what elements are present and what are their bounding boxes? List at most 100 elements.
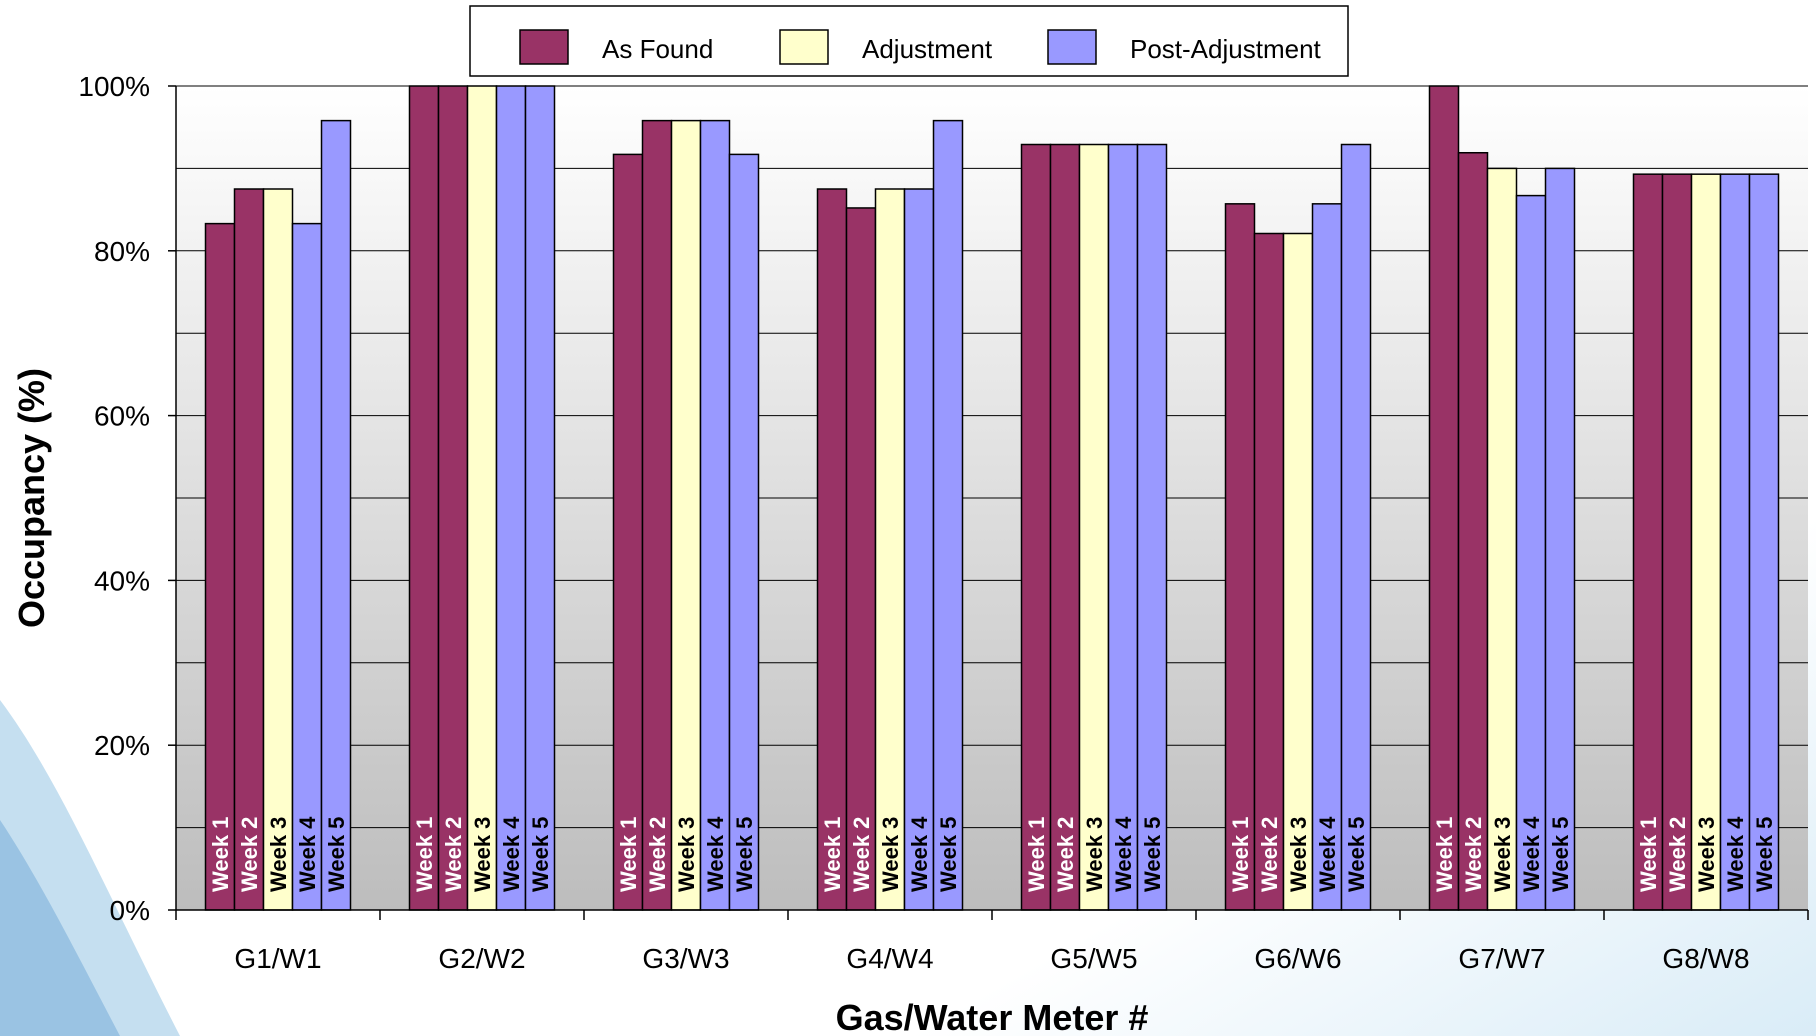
bar <box>1136 143 1168 911</box>
bar-label: Week 1 <box>1228 817 1253 892</box>
legend-swatch <box>519 29 569 65</box>
bar <box>932 119 964 911</box>
bar-group-g1-w1: Week 1 Week 2 Week 3 Week 4 Week 5 <box>204 119 352 911</box>
bar-label: Week 5 <box>324 817 349 892</box>
bar-label: Week 3 <box>1694 817 1719 892</box>
bar <box>1078 143 1110 911</box>
bar <box>1457 151 1489 911</box>
bar <box>1486 167 1518 911</box>
bar-label: Week 5 <box>1752 817 1777 892</box>
bar-label: Week 5 <box>1548 817 1573 892</box>
x-category-label: G6/W6 <box>1254 943 1341 974</box>
y-axis-title: Occupancy (%) <box>11 368 52 628</box>
bar-label: Week 3 <box>266 817 291 892</box>
bar-label: Week 2 <box>1257 817 1282 892</box>
bar <box>728 153 760 911</box>
y-tick-label: 60% <box>94 401 150 432</box>
bar <box>1020 143 1052 911</box>
bar <box>1340 143 1372 911</box>
bar-group-g7-w7: Week 1 Week 2 Week 3 Week 4 Week 5 <box>1428 85 1576 911</box>
bar-group-g6-w6: Week 1 Week 2 Week 3 Week 4 Week 5 <box>1224 143 1372 911</box>
bar-label: Week 5 <box>936 817 961 892</box>
bar-label: Week 3 <box>470 817 495 892</box>
bar <box>612 153 644 911</box>
bar <box>641 119 673 911</box>
bar <box>845 207 877 911</box>
bar <box>1632 173 1664 911</box>
bar-label: Week 1 <box>820 817 845 892</box>
legend-label: Adjustment <box>862 34 993 64</box>
legend-label: Post-Adjustment <box>1130 34 1322 64</box>
bar <box>1224 203 1256 911</box>
x-axis-title: Gas/Water Meter # <box>836 997 1149 1036</box>
bar-label: Week 1 <box>1636 817 1661 892</box>
bar-label: Week 1 <box>1432 817 1457 892</box>
bar <box>524 85 556 911</box>
bar <box>233 188 265 911</box>
y-tick-label: 40% <box>94 565 150 596</box>
bar <box>816 188 848 911</box>
bar-label: Week 4 <box>907 816 932 892</box>
bar-group-g4-w4: Week 1 Week 2 Week 3 Week 4 Week 5 <box>816 119 964 911</box>
bar-label: Week 2 <box>441 817 466 892</box>
legend-swatch <box>1047 29 1097 65</box>
bar-label: Week 5 <box>528 817 553 892</box>
axes <box>168 85 1809 920</box>
bar <box>1253 232 1285 911</box>
y-tick-label: 80% <box>94 236 150 267</box>
bar <box>1719 173 1751 911</box>
bar <box>1515 194 1547 911</box>
bar <box>699 119 731 911</box>
x-category-labels: G1/W1 G2/W2 G3/W3 G4/W4 G5/W5 G6/W6 G7/W7 G8/W8 <box>234 943 1749 974</box>
bar-label: Week 2 <box>1665 817 1690 892</box>
bar-label: Week 2 <box>1461 817 1486 892</box>
bar-label: Week 3 <box>674 817 699 892</box>
x-category-label: G7/W7 <box>1458 943 1545 974</box>
bar-label: Week 4 <box>499 816 524 892</box>
x-category-label: G8/W8 <box>1662 943 1749 974</box>
bar <box>466 85 498 911</box>
bar <box>1544 167 1576 911</box>
legend-box <box>469 5 1349 77</box>
bar-group-g2-w2: Week 1 Week 2 Week 3 Week 4 Week 5 <box>408 85 556 911</box>
bar-label: Week 4 <box>1723 816 1748 892</box>
bar-label: Week 2 <box>1053 817 1078 892</box>
x-category-label: G4/W4 <box>846 943 933 974</box>
bar <box>437 85 469 911</box>
bars: Week 1 Week 2 Week 3 Week 4 Week 5 Week 1 Week… <box>204 85 1780 911</box>
bar-label: Week 2 <box>849 817 874 892</box>
bar-label: Week 5 <box>1140 817 1165 892</box>
bar <box>1661 173 1693 911</box>
bar-label: Week 1 <box>1024 817 1049 892</box>
bar-label: Week 4 <box>1519 816 1544 892</box>
bar <box>1748 173 1780 911</box>
bar <box>1690 173 1722 911</box>
bar-label: Week 3 <box>1286 817 1311 892</box>
legend-label: As Found <box>602 34 713 64</box>
y-tick-labels: 0% 20% 40% 60% 80% 100% <box>78 71 150 926</box>
bar <box>1107 143 1139 911</box>
bar-label: Week 4 <box>1315 816 1340 892</box>
x-category-label: G3/W3 <box>642 943 729 974</box>
bar <box>1311 203 1343 911</box>
bar-group-g5-w5: Week 1 Week 2 Week 3 Week 4 Week 5 <box>1020 143 1168 911</box>
bar <box>291 222 323 911</box>
bar <box>262 188 294 911</box>
bar <box>320 119 352 911</box>
x-category-label: G5/W5 <box>1050 943 1137 974</box>
bar-label: Week 1 <box>412 817 437 892</box>
bar <box>495 85 527 911</box>
bar-label: Week 4 <box>295 816 320 892</box>
bar-label: Week 3 <box>1082 817 1107 892</box>
bar <box>670 119 702 911</box>
y-tick-label: 100% <box>78 71 150 102</box>
bar-label: Week 2 <box>237 817 262 892</box>
bar <box>204 222 236 911</box>
bar <box>874 188 906 911</box>
bar-group-g8-w8: Week 1 Week 2 Week 3 Week 4 Week 5 <box>1632 173 1780 911</box>
bar <box>903 188 935 911</box>
bar-label: Week 4 <box>1111 816 1136 892</box>
bar <box>1428 85 1460 911</box>
bar-group-g3-w3: Week 1 Week 2 Week 3 Week 4 Week 5 <box>612 119 760 911</box>
